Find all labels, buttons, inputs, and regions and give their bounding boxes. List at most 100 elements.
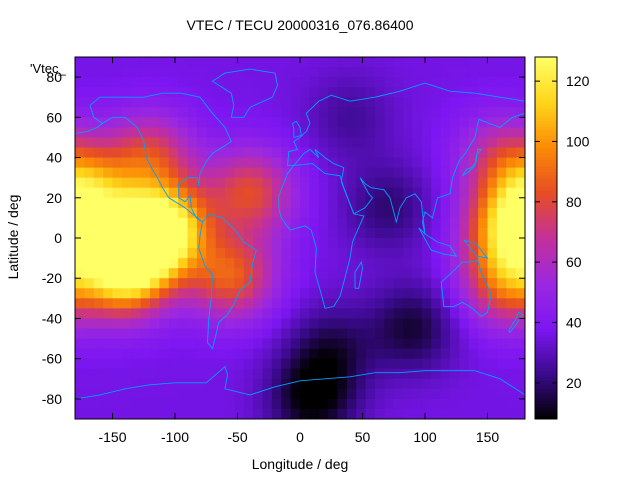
heatmap-cell (271, 408, 282, 419)
heatmap-cell (478, 388, 489, 400)
heatmap-cell (384, 207, 395, 219)
heatmap-cell (412, 97, 423, 108)
heatmap-cell (356, 318, 367, 330)
heatmap-cell (487, 57, 498, 68)
heatmap-cell (150, 358, 160, 370)
heatmap-cell (309, 97, 320, 108)
heatmap-cell (75, 97, 85, 108)
colorbar-band (535, 204, 557, 209)
heatmap-cell (281, 288, 292, 299)
heatmap-cell (496, 177, 507, 189)
heatmap-cell (346, 378, 357, 390)
heatmap-cell (281, 368, 292, 380)
heatmap-cell (346, 107, 357, 118)
heatmap-cell (431, 338, 442, 350)
heatmap-cell (168, 207, 179, 219)
colorbar-frame (534, 56, 558, 420)
heatmap-cell (93, 388, 104, 400)
heatmap-cell (356, 338, 367, 350)
heatmap-cell (234, 348, 245, 360)
heatmap-cell (328, 137, 339, 149)
heatmap-cell (375, 217, 385, 229)
heatmap-cell (131, 368, 142, 380)
heatmap-cell (84, 268, 95, 279)
heatmap-cell (384, 117, 395, 128)
heatmap-cell (318, 207, 329, 219)
heatmap-cell (431, 127, 442, 139)
heatmap-cell (281, 308, 292, 320)
colorbar-band (535, 60, 557, 64)
heatmap-cell (243, 258, 254, 269)
heatmap-cell (168, 157, 179, 169)
heatmap-cell (421, 388, 432, 400)
heatmap-cell (215, 398, 226, 410)
heatmap-cell (290, 57, 301, 68)
heatmap-cell (440, 87, 451, 98)
heatmap-cell (328, 207, 339, 219)
heatmap-cell (412, 258, 423, 269)
heatmap-cell (103, 308, 114, 320)
heatmap-cell (262, 207, 273, 219)
heatmap-cell (131, 278, 142, 289)
heatmap-cell (225, 318, 235, 330)
heatmap-cell (84, 378, 95, 390)
heatmap-cell (384, 157, 395, 169)
heatmap-cell (140, 368, 151, 380)
heatmap-cell (365, 238, 376, 249)
heatmap-cell (225, 358, 235, 370)
heatmap-cell (262, 348, 273, 360)
heatmap-cell (384, 358, 395, 370)
heatmap-cell (150, 368, 160, 380)
heatmap-cell (337, 77, 348, 88)
heatmap-cell (346, 117, 357, 128)
heatmap-cell (393, 238, 404, 249)
heatmap-cell (281, 398, 292, 410)
heatmap-cell (459, 97, 470, 108)
heatmap-cell (515, 127, 525, 139)
heatmap-cell (375, 318, 385, 330)
heatmap-cell (140, 67, 151, 78)
heatmap-cell (103, 278, 114, 289)
heatmap-cell (253, 408, 264, 419)
heatmap-cell (375, 187, 385, 199)
heatmap-cell (478, 288, 489, 299)
heatmap-cell (375, 358, 385, 370)
heatmap-cell (75, 398, 85, 410)
heatmap-cell (506, 378, 517, 390)
heatmap-cell (300, 77, 310, 88)
heatmap-cell (271, 197, 282, 209)
heatmap-cell (384, 177, 395, 189)
heatmap-cell (75, 368, 85, 380)
heatmap-cell (262, 328, 273, 340)
heatmap-cell (234, 398, 245, 410)
heatmap-cell (93, 288, 104, 299)
heatmap-cell (225, 328, 235, 340)
heatmap-cell (328, 127, 339, 139)
colorbar-band (535, 171, 557, 176)
heatmap-cell (459, 318, 470, 330)
heatmap-cell (459, 238, 470, 249)
heatmap-cell (234, 137, 245, 149)
heatmap-cell (328, 298, 339, 309)
heatmap-cell (356, 227, 367, 239)
heatmap-cell (84, 217, 95, 229)
heatmap-cell (478, 207, 489, 219)
colorbar-band (535, 174, 557, 179)
heatmap-cell (328, 328, 339, 340)
heatmap-cell (225, 127, 235, 139)
heatmap-cell (440, 278, 451, 289)
heatmap-cell (318, 358, 329, 370)
heatmap-cell (431, 388, 442, 400)
colorbar-band (535, 379, 557, 384)
heatmap-cell (356, 117, 367, 128)
heatmap-cell (131, 187, 142, 199)
heatmap-cell (103, 217, 114, 229)
heatmap-cell (84, 97, 95, 108)
colorbar-tick-label: 20 (566, 375, 582, 391)
heatmap-cell (328, 378, 339, 390)
heatmap-cell (243, 408, 254, 419)
heatmap-cell (206, 147, 217, 159)
heatmap-cell (309, 258, 320, 269)
heatmap-cell (271, 368, 282, 380)
heatmap-cell (140, 398, 151, 410)
